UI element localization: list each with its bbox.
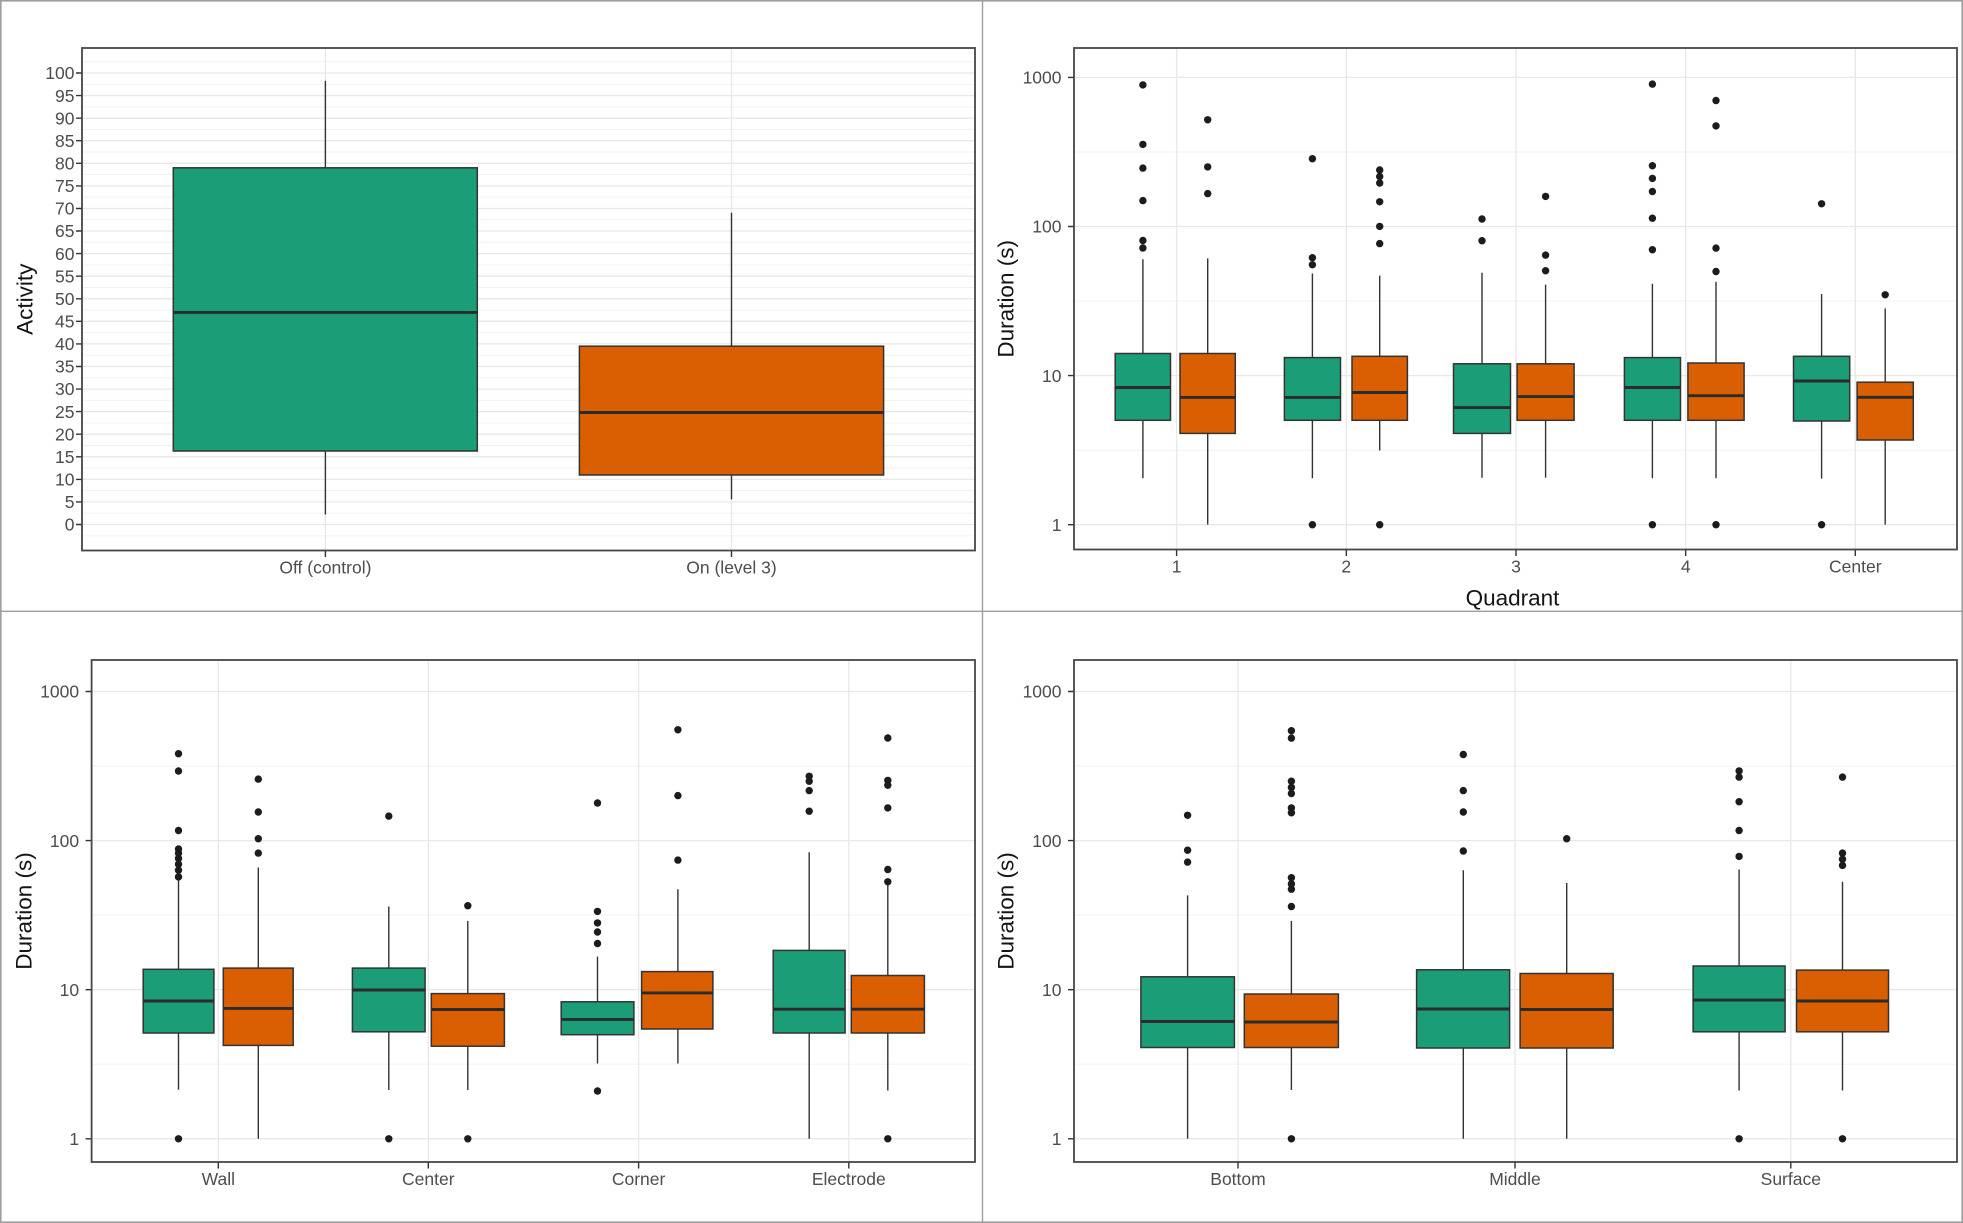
svg-text:1: 1 [69, 1129, 79, 1149]
svg-text:Surface: Surface [1761, 1169, 1821, 1189]
svg-text:40: 40 [55, 334, 75, 354]
svg-text:45: 45 [55, 312, 74, 332]
svg-text:50: 50 [55, 289, 75, 309]
svg-text:Duration (s): Duration (s) [12, 852, 37, 970]
svg-text:Duration (s): Duration (s) [994, 852, 1019, 970]
svg-text:Duration (s): Duration (s) [994, 240, 1019, 358]
svg-text:60: 60 [55, 244, 75, 264]
svg-text:Electrode: Electrode [812, 1169, 886, 1189]
svg-text:Middle: Middle [1489, 1169, 1541, 1189]
svg-text:On (level 3): On (level 3) [686, 558, 776, 578]
svg-text:1000: 1000 [1023, 682, 1062, 702]
svg-text:1: 1 [1052, 1129, 1062, 1149]
svg-text:20: 20 [55, 424, 75, 444]
svg-text:3: 3 [1511, 557, 1521, 577]
svg-text:Wall: Wall [202, 1169, 235, 1189]
svg-text:4: 4 [1681, 557, 1691, 577]
svg-text:1: 1 [1172, 557, 1182, 577]
svg-text:Quadrant: Quadrant [1466, 586, 1561, 611]
svg-text:25: 25 [55, 402, 74, 422]
svg-text:10: 10 [1042, 980, 1062, 1000]
svg-text:95: 95 [55, 86, 74, 106]
svg-text:10: 10 [55, 470, 75, 490]
svg-text:5: 5 [65, 492, 75, 512]
svg-text:0: 0 [65, 515, 75, 535]
svg-text:100: 100 [50, 831, 79, 851]
svg-text:Activity: Activity [13, 263, 38, 335]
svg-text:2: 2 [1341, 557, 1351, 577]
svg-text:10: 10 [1042, 366, 1062, 386]
svg-text:65: 65 [55, 221, 74, 241]
svg-text:100: 100 [1032, 217, 1061, 237]
svg-text:85: 85 [55, 131, 74, 151]
svg-text:Off (control): Off (control) [279, 558, 371, 578]
svg-text:100: 100 [1032, 831, 1061, 851]
svg-text:Corner: Corner [612, 1169, 666, 1189]
svg-text:90: 90 [55, 108, 75, 128]
svg-text:10: 10 [60, 980, 80, 1000]
svg-text:35: 35 [55, 357, 74, 377]
svg-text:Center: Center [402, 1169, 455, 1189]
svg-text:Bottom: Bottom [1210, 1169, 1265, 1189]
svg-text:30: 30 [55, 379, 75, 399]
svg-text:100: 100 [45, 63, 74, 83]
svg-text:80: 80 [55, 154, 75, 174]
svg-text:1: 1 [1052, 515, 1062, 535]
svg-text:1000: 1000 [1023, 68, 1062, 88]
svg-text:1000: 1000 [40, 682, 79, 702]
svg-text:55: 55 [55, 266, 74, 286]
svg-text:Center: Center [1829, 557, 1882, 577]
svg-text:70: 70 [55, 199, 75, 219]
svg-text:75: 75 [55, 176, 74, 196]
svg-text:15: 15 [55, 447, 74, 467]
